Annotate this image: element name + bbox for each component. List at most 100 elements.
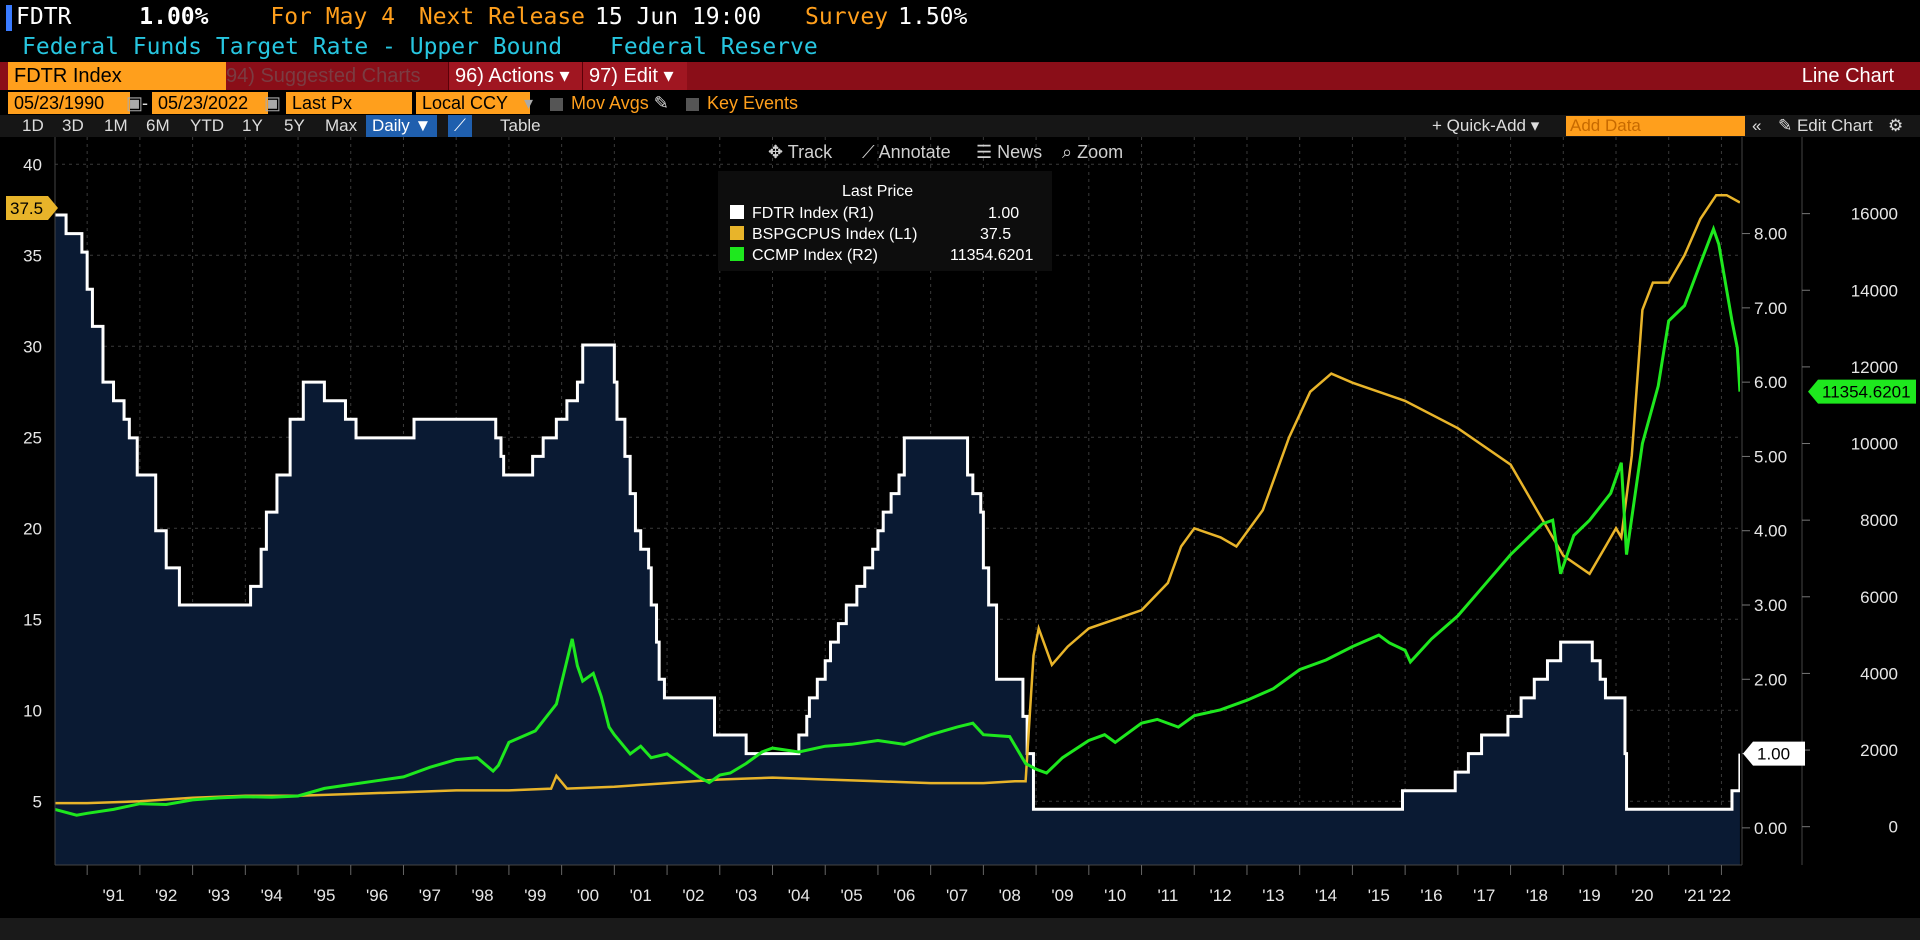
calendar-icon[interactable]: ▣ xyxy=(264,93,282,113)
r2-tick-label: 6000 xyxy=(1860,588,1898,607)
suggested-charts-button[interactable]: 94) Suggested Charts xyxy=(226,65,421,87)
key-events-toggle[interactable]: Key Events xyxy=(686,92,798,114)
ticker-marker xyxy=(6,4,12,31)
r2-last-value: 11354.6201 xyxy=(1822,383,1911,402)
price-field-select[interactable]: Last Px xyxy=(286,92,412,114)
left-axis-ticks: 5 10 15 20 25 30 35 40 xyxy=(23,155,42,811)
r2-tick-label: 0 xyxy=(1889,818,1898,837)
r1-last-value: 1.00 xyxy=(1757,745,1790,764)
period-3d[interactable]: 3D xyxy=(62,116,84,135)
table-button[interactable]: Table xyxy=(500,116,541,135)
last-value-tags: 37.5 1.00 11354.6201 xyxy=(6,195,1916,766)
x-tick-label: '19 xyxy=(1579,886,1601,905)
r2-tick-label: 14000 xyxy=(1851,281,1898,300)
r2-tick-label: 10000 xyxy=(1851,435,1898,454)
r1-tick-label: 7.00 xyxy=(1754,299,1787,318)
x-tick-label: '11 xyxy=(1157,886,1178,905)
quick-add-button[interactable]: + Quick-Add ▾ xyxy=(1432,116,1540,135)
r1-tick-label: 6.00 xyxy=(1754,373,1787,392)
period-ytd[interactable]: YTD xyxy=(190,116,224,135)
zoom-tool[interactable]: ⌕ Zoom xyxy=(1062,142,1123,162)
period-row: 1D 3D 1M 6M YTD 1Y 5Y Max Daily ▼ ⟋ Tabl… xyxy=(0,115,1920,137)
checkbox-icon xyxy=(550,97,563,111)
r2-tick-label: 12000 xyxy=(1851,358,1898,377)
x-tick-label: '17 xyxy=(1473,886,1495,905)
legend-name-fdtr: FDTR Index (R1) xyxy=(752,205,874,222)
security-source: Federal Reserve xyxy=(610,34,818,60)
period-max[interactable]: Max xyxy=(325,116,358,135)
left-last-value: 37.5 xyxy=(10,199,43,218)
legend-swatch-bspgcpus xyxy=(730,226,744,240)
x-tick-label: '18 xyxy=(1526,886,1548,905)
left-tick-label: 20 xyxy=(23,519,42,538)
x-tick-label: '08 xyxy=(999,886,1021,905)
period-1y[interactable]: 1Y xyxy=(242,116,263,135)
x-tick-label: '99 xyxy=(524,886,546,905)
line-chart-icon[interactable]: ⟋ xyxy=(448,115,472,137)
security-description: Federal Funds Target Rate - Upper Bound xyxy=(22,34,563,60)
calendar-icon[interactable]: ▣ xyxy=(126,93,144,113)
security-header: FDTR 1.00% For May 4 Next Release 15 Jun … xyxy=(0,0,1920,34)
security-field[interactable]: FDTR Index xyxy=(8,62,226,90)
legend-swatch-fdtr xyxy=(730,205,744,219)
r1-tick-label: 3.00 xyxy=(1754,596,1787,615)
x-axis-ticks: '91 '92 '93 '94 '95 '96 '97 '98 '99 '00 '01 '02 '03 '… xyxy=(86,865,1731,905)
x-tick-label: '91 xyxy=(102,886,124,905)
frequency-select[interactable]: Daily ▼ xyxy=(366,115,438,137)
x-axis-panel xyxy=(0,865,1920,918)
add-data-input[interactable]: Add Data xyxy=(1566,116,1745,136)
end-date-field[interactable]: 05/23/2022 xyxy=(152,92,268,114)
for-date: For May 4 xyxy=(270,4,395,30)
mov-avgs-label: Mov Avgs xyxy=(571,93,649,113)
period-6m[interactable]: 6M xyxy=(146,116,170,135)
key-events-label: Key Events xyxy=(707,93,799,113)
x-tick-label: '96 xyxy=(366,886,388,905)
collapse-icon[interactable]: « xyxy=(1752,116,1762,135)
legend-value-fdtr: 1.00 xyxy=(988,205,1019,222)
x-tick-label: '07 xyxy=(946,886,968,905)
survey-label: Survey xyxy=(805,4,889,30)
r1-tick-label: 4.00 xyxy=(1754,522,1787,541)
track-tool[interactable]: ✥ Track xyxy=(768,142,833,162)
edit-button[interactable]: 97) Edit ▾ xyxy=(582,62,687,90)
x-tick-label: '03 xyxy=(735,886,757,905)
currency-select[interactable]: Local CCY xyxy=(416,92,530,114)
x-tick-label: '21 xyxy=(1684,886,1706,905)
chart-type-label: Line Chart xyxy=(1801,65,1894,87)
x-tick-label: '14 xyxy=(1315,886,1337,905)
x-tick-label: '02 xyxy=(682,886,704,905)
line-chart[interactable]: '91 '92 '93 '94 '95 '96 '97 '98 '99 '00 '01 '02 '03 '… xyxy=(0,137,1920,918)
news-tool[interactable]: ☰ News xyxy=(976,142,1042,162)
legend-value-bspgcpus: 37.5 xyxy=(980,226,1011,243)
last-value: 1.00% xyxy=(139,4,209,30)
settings-row: 05/23/1990 ▣ - 05/23/2022 ▣ Last Px Loca… xyxy=(0,91,1920,115)
annotate-tool[interactable]: ⟋ Annotate xyxy=(862,142,951,162)
mov-avgs-toggle[interactable]: Mov Avgs ✎ xyxy=(550,92,669,114)
x-tick-label: '93 xyxy=(208,886,230,905)
x-tick-label: '04 xyxy=(788,886,810,905)
legend-title: Last Price xyxy=(842,183,913,200)
actions-button[interactable]: 96) Actions ▾ xyxy=(448,62,585,90)
left-last-tag xyxy=(6,195,58,220)
r1-tick-label: 8.00 xyxy=(1754,225,1787,244)
legend-name-ccmp: CCMP Index (R2) xyxy=(752,247,878,264)
x-tick-label: '06 xyxy=(893,886,915,905)
left-axis-panel xyxy=(0,137,55,872)
period-1m[interactable]: 1M xyxy=(104,116,128,135)
left-tick-label: 30 xyxy=(23,337,42,356)
pencil-icon[interactable]: ✎ xyxy=(653,93,669,113)
gear-icon[interactable]: ⚙ xyxy=(1888,116,1904,135)
x-tick-label: '98 xyxy=(471,886,493,905)
x-tick-label: '92 xyxy=(155,886,177,905)
x-tick-label: '95 xyxy=(313,886,335,905)
command-bar: FDTR Index 94) Suggested Charts 96) Acti… xyxy=(0,62,1920,90)
edit-chart-button[interactable]: ✎ Edit Chart xyxy=(1778,116,1873,135)
period-5y[interactable]: 5Y xyxy=(284,116,305,135)
x-tick-label: '09 xyxy=(1051,886,1073,905)
left-tick-label: 15 xyxy=(23,610,42,629)
period-1d[interactable]: 1D xyxy=(22,116,44,135)
chevron-down-icon[interactable]: ▾ xyxy=(524,93,534,113)
r1-tick-label: 0.00 xyxy=(1754,819,1787,838)
status-footer xyxy=(0,918,1920,940)
start-date-field[interactable]: 05/23/1990 xyxy=(8,92,130,114)
